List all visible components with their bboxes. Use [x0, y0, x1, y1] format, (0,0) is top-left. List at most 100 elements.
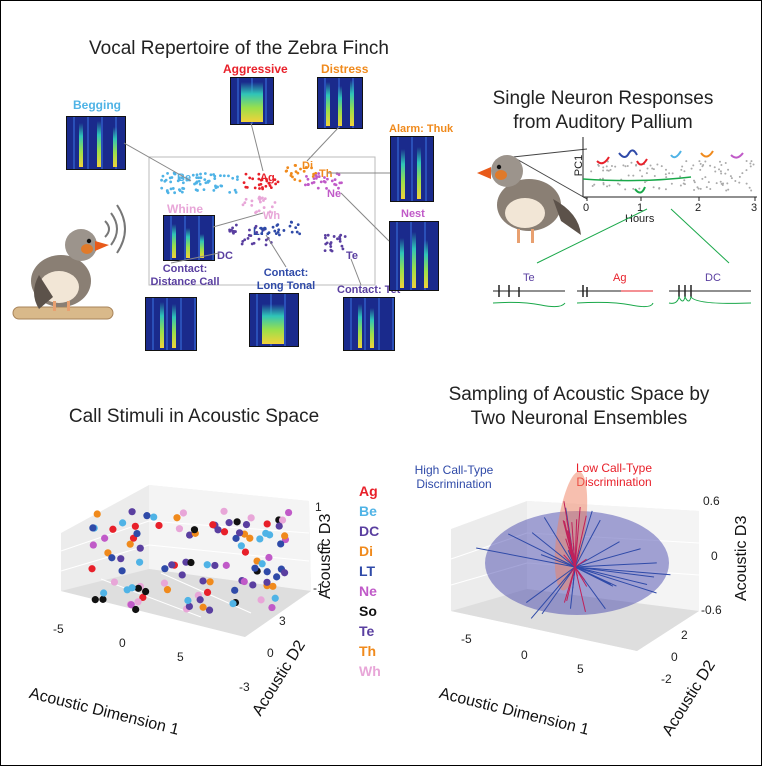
cluster-dot	[329, 241, 333, 244]
spectrogram-aggressive	[230, 77, 274, 125]
stimuli-legend: Ag Be DC Di LT Ne So Te Th Wh	[359, 483, 399, 683]
cluster-dot	[324, 242, 328, 246]
cluster-dot	[234, 190, 238, 194]
pc1-point	[624, 165, 627, 168]
pc1-point	[734, 179, 737, 182]
cluster-dot	[181, 181, 185, 185]
cluster-dot	[338, 239, 342, 243]
cluster-dot	[333, 178, 337, 181]
pc1-xtick-3: 3	[751, 202, 758, 214]
stimulus-point	[268, 603, 276, 612]
cluster-dot	[329, 245, 333, 248]
stimulus-point	[199, 603, 207, 611]
stimulus-point	[220, 528, 229, 536]
low-vector	[567, 530, 576, 568]
cluster-dot	[316, 186, 320, 190]
stimulus-point	[160, 579, 169, 587]
pc1-xtick-0: 0	[583, 202, 590, 214]
pc1-point	[709, 187, 712, 190]
cluster-dot	[254, 211, 257, 215]
pc1-point	[719, 170, 722, 173]
cluster-dot	[232, 231, 235, 235]
pc1-point	[725, 189, 728, 192]
pc1-point	[602, 183, 605, 186]
cluster-dot	[294, 226, 298, 230]
cluster-dot	[268, 210, 272, 214]
pc1-point	[748, 186, 751, 189]
ens-ztick-0: 0.6	[703, 494, 720, 508]
stimulus-point	[203, 588, 212, 597]
stimulus-point	[266, 531, 274, 539]
call-label-aggressive: Aggressive	[223, 62, 288, 76]
cluster-dot	[282, 229, 286, 232]
cluster-dot	[326, 177, 329, 181]
stimulus-point	[134, 584, 143, 592]
cluster-dot	[251, 177, 255, 181]
stimulus-point	[232, 534, 240, 542]
cluster-dot	[274, 232, 278, 236]
pc1-point	[649, 164, 652, 167]
cluster-dot	[325, 187, 328, 190]
stimulus-point	[143, 512, 151, 520]
pc1-point	[632, 187, 635, 190]
high-vector	[541, 566, 576, 615]
cluster-dot	[244, 172, 248, 176]
spectrogram-long-tonal	[249, 293, 299, 347]
cluster-code-di: Di	[302, 160, 313, 172]
cluster-dot	[290, 220, 294, 224]
cluster-dot	[312, 177, 316, 181]
pc1-point	[602, 166, 605, 169]
cluster-dot	[196, 189, 199, 192]
high-vector	[569, 566, 576, 609]
stimulus-point	[184, 596, 192, 605]
stimulus-point	[136, 544, 144, 552]
cluster-dot	[317, 172, 321, 175]
stimulus-point	[119, 519, 127, 527]
pc1-point	[605, 165, 608, 168]
high-vector	[574, 566, 671, 576]
pc1-point	[745, 169, 748, 172]
cluster-dot	[197, 179, 201, 183]
stimulus-point	[265, 553, 273, 562]
stimulus-point	[269, 582, 277, 590]
cluster-dot	[310, 166, 313, 170]
stimulus-point	[186, 531, 194, 539]
stimulus-point	[190, 526, 199, 534]
stimulus-point	[179, 509, 187, 517]
pc1-point	[664, 173, 667, 176]
cluster-dot	[181, 186, 185, 190]
stimulus-point	[225, 519, 233, 527]
pc1-point	[646, 167, 649, 170]
high-vector	[507, 533, 576, 568]
cluster-dot	[160, 178, 163, 182]
stimulus-point	[101, 534, 109, 542]
cluster-dot	[298, 232, 302, 236]
low-vector	[574, 558, 587, 568]
pc1-point	[602, 169, 605, 172]
cluster-dot	[198, 182, 202, 186]
stimulus-point	[134, 598, 142, 606]
pc1-point	[738, 175, 741, 178]
cluster-dot	[195, 176, 199, 180]
pc1-point	[749, 162, 752, 165]
stimulus-point	[163, 586, 172, 594]
ens-ztick-1: 0	[711, 549, 718, 563]
cluster-dot	[228, 190, 232, 194]
cluster-dot	[334, 183, 338, 187]
cluster-dot	[259, 182, 263, 186]
stimulus-point	[263, 520, 271, 528]
pc1-point	[741, 172, 744, 175]
pc1-point	[658, 187, 661, 190]
pc1-point	[752, 163, 755, 166]
pc1-point	[617, 182, 620, 185]
stim-xtick-2: 5	[177, 650, 184, 664]
cluster-dot	[216, 185, 219, 189]
cluster-dot	[341, 247, 345, 251]
pc1-point	[713, 166, 716, 169]
cluster-dots	[160, 163, 347, 253]
cluster-dot	[294, 164, 297, 167]
pc1-point	[750, 189, 753, 192]
stimulus-point	[132, 605, 140, 614]
spike-trace-panel	[492, 208, 752, 308]
pc1-xtick-2: 2	[695, 202, 702, 214]
